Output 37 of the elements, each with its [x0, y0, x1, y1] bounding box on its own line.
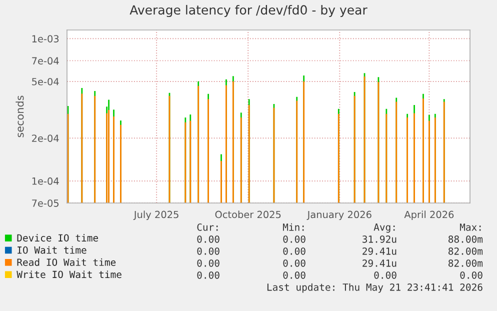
text: Avg: — [374, 224, 395, 233]
y-tick-label: 1e-04 — [32, 177, 59, 185]
y-tick-label: 1e-03 — [32, 35, 59, 42]
x-tick-label: April 2026 — [404, 210, 454, 220]
y-tick-label: 2e-04 — [32, 134, 59, 142]
text: Last update: Thu May 21 23:41:41 2026 — [267, 283, 482, 293]
text: 88.00m — [448, 235, 483, 243]
legend-label: Write IO Wait time — [16, 270, 122, 278]
chart-title: Average latency for /dev/fd0 - by year — [130, 4, 368, 18]
y-tick-label: 7e-05 — [32, 199, 59, 207]
text: Cur: — [197, 223, 218, 231]
y-tick-label: 7e-04 — [32, 57, 59, 65]
x-tick-label: July 2025 — [133, 210, 178, 220]
text: 0.00 — [460, 271, 482, 279]
x-tick-label: October 2025 — [215, 210, 281, 218]
legend-label: IO Wait time — [18, 246, 86, 254]
y-tick-label: 5e-04 — [32, 78, 59, 86]
y-axis-title: seconds — [16, 96, 24, 138]
text: 0.00 — [197, 259, 220, 267]
text: 0.00 — [283, 259, 306, 267]
text: 31.92u — [362, 235, 396, 243]
text: 82.00m — [448, 259, 483, 267]
text: Min: — [282, 223, 304, 231]
text: 0.00 — [374, 271, 396, 279]
text: 0.00 — [197, 235, 220, 243]
text: 0.00 — [283, 271, 306, 279]
text: Max: — [460, 224, 481, 231]
text: 0.00 — [197, 247, 220, 255]
text: 0.00 — [283, 235, 306, 243]
text: 29.41u — [362, 259, 396, 267]
legend-label: Read IO Wait time — [17, 258, 116, 266]
text: 0.00 — [283, 247, 306, 255]
x-tick-label: January 2026 — [306, 210, 372, 220]
text: 29.41u — [362, 247, 396, 255]
legend-label: Device IO time — [17, 234, 98, 242]
text: 0.00 — [197, 271, 220, 279]
text: 82.00m — [448, 247, 483, 255]
